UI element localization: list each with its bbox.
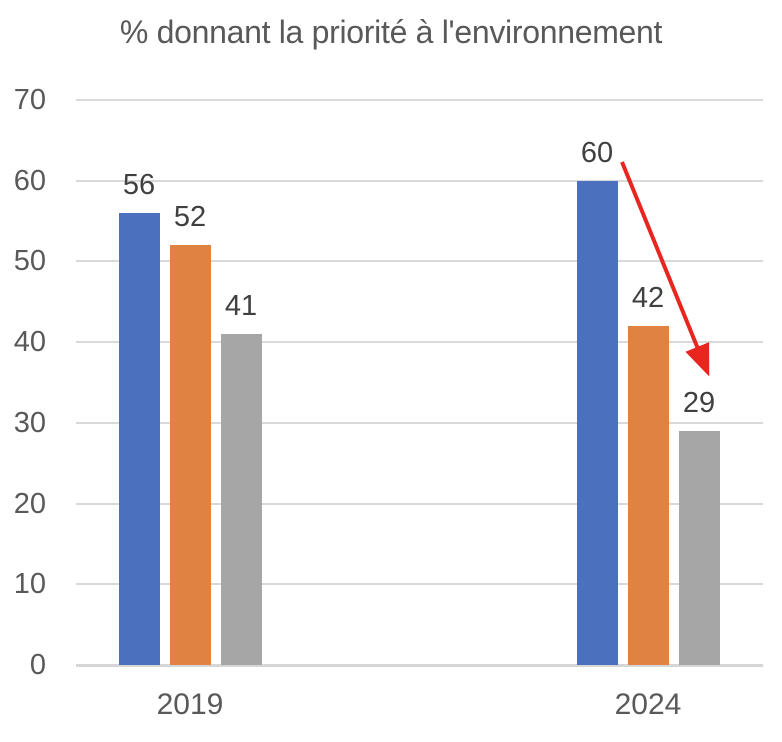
gridline-50 [76, 260, 763, 263]
gridline-20 [76, 502, 763, 505]
y-tick-label-60: 60 [13, 164, 46, 197]
gridline-10 [76, 583, 763, 586]
gridline-30 [76, 421, 763, 424]
data-label-orange-2024: 42 [631, 282, 665, 314]
bar-orange-2024 [627, 326, 669, 665]
bar-gray-2024 [678, 430, 720, 665]
data-label-blue-2019: 56 [122, 169, 156, 201]
x-axis-line [76, 664, 763, 667]
bar-blue-2019 [118, 213, 160, 665]
data-label-blue-2024: 60 [580, 136, 614, 169]
bar-blue-2024 [576, 180, 618, 665]
gridline-40 [76, 341, 763, 344]
y-tick-label-10: 10 [13, 568, 46, 601]
x-category-label-2019: 2019 [156, 688, 224, 721]
gridline-70 [76, 99, 763, 101]
data-label-orange-2019: 52 [173, 201, 207, 234]
y-tick-label-0: 0 [29, 649, 46, 681]
data-label-gray-2024: 29 [682, 386, 716, 419]
bar-orange-2019 [169, 245, 211, 665]
y-tick-label-70: 70 [13, 84, 46, 116]
chart-title: % donnant la priorité à l'environnement [119, 14, 663, 50]
data-label-gray-2019: 41 [224, 290, 258, 323]
gridline-60 [76, 179, 763, 182]
y-tick-label-50: 50 [13, 245, 46, 278]
y-tick-label-30: 30 [13, 406, 46, 439]
y-tick-label-20: 20 [13, 487, 46, 520]
bar-gray-2019 [220, 334, 262, 665]
y-tick-label-40: 40 [13, 326, 46, 359]
x-category-label-2024: 2024 [614, 688, 682, 721]
